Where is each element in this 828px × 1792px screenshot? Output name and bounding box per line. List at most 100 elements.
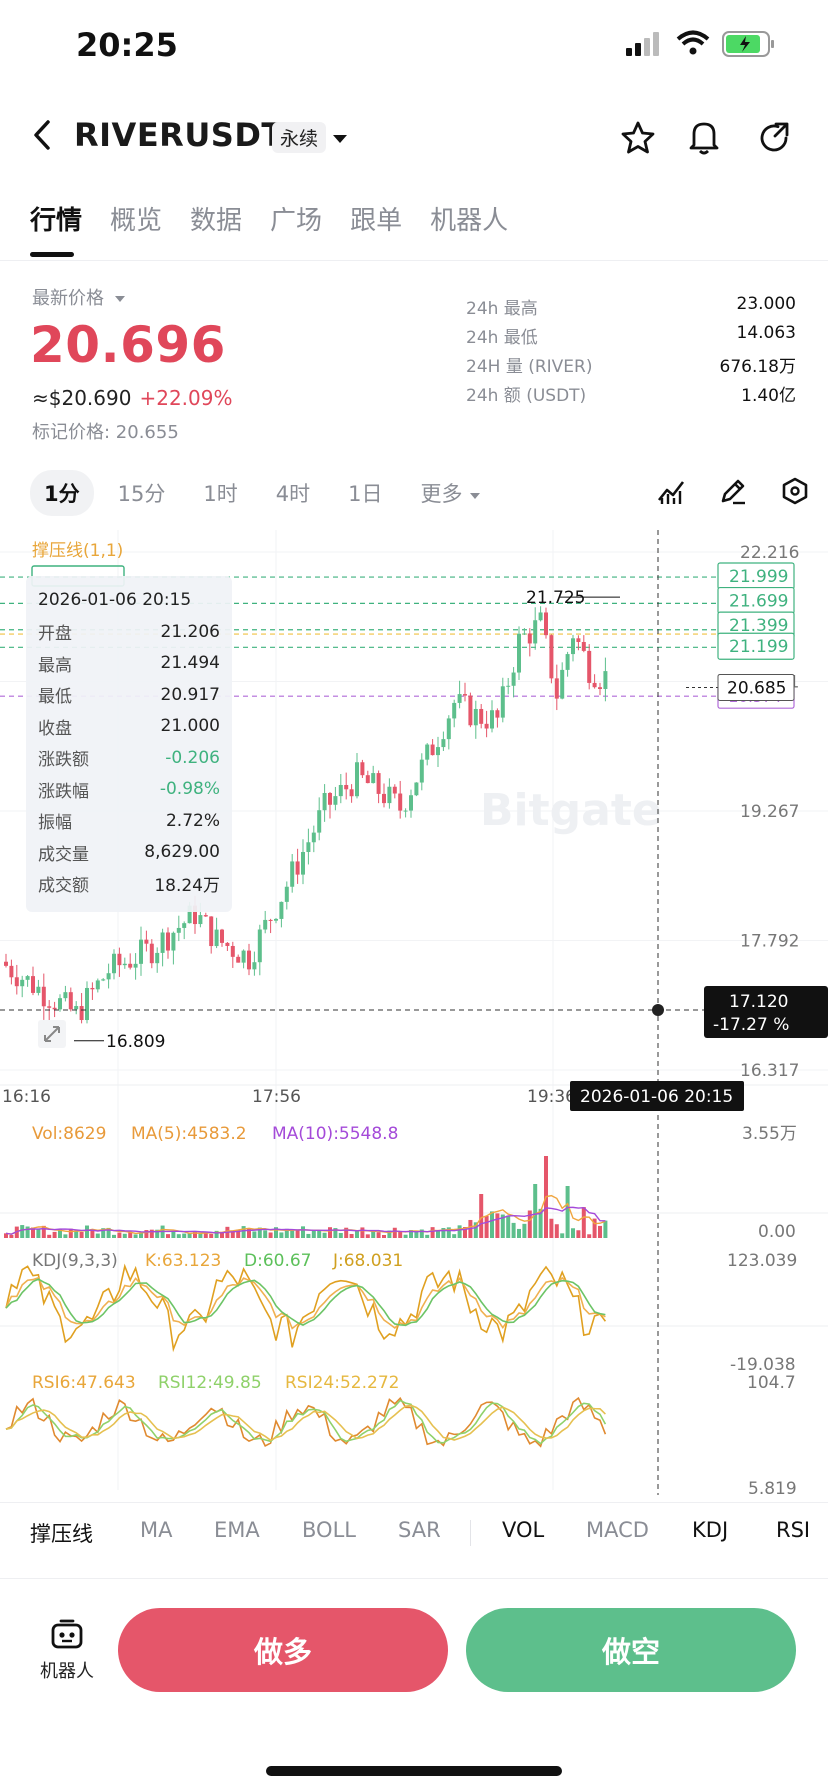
crosshair-dot [652,1004,664,1016]
candlestick-chart[interactable]: Bitgate 21.72516.80922.21620.74119.26717… [0,530,828,1520]
candle-body [257,929,262,963]
timeframe-1d[interactable]: 1日 [348,482,383,506]
timeframe-1m[interactable]: 1分 [30,470,94,516]
stat-value: 676.18万 [719,357,796,377]
candle-body [252,962,257,970]
candle-body [279,901,284,919]
candle-body [441,739,446,748]
crosshair-price: 17.120 [729,992,788,1012]
chart-tools [656,476,810,510]
tooltip-value: 2.72% [165,810,220,831]
volume-bar [290,1230,295,1238]
volume-bar [463,1227,467,1238]
volume-bar [376,1232,381,1238]
candle-body [133,963,138,968]
volume-bar [101,1228,106,1238]
volume-bar [203,1231,208,1238]
short-button[interactable]: 做空 [466,1608,796,1692]
tab-market[interactable]: 行情 [30,206,83,236]
volume-bar [392,1227,397,1238]
timeframe-15m[interactable]: 15分 [117,482,166,506]
volume-bar [52,1231,57,1238]
candle-body [403,810,408,812]
crosshair-price-box [704,986,828,1038]
robot-button[interactable]: 机器人 [34,1618,100,1683]
volume-bar [484,1215,489,1238]
ind-kdj[interactable]: KDJ [692,1518,729,1542]
tab-overview[interactable]: 概览 [110,206,163,236]
timeframe-1h[interactable]: 1时 [203,482,238,506]
tooltip-key: 振幅 [38,813,72,834]
volume-bar [533,1184,538,1238]
mark-price: 标记价格: 20.655 [32,422,179,443]
candle-body [274,918,278,921]
volume-bar [409,1230,413,1238]
candle-body [68,992,73,1010]
back-arrow-icon[interactable] [26,118,60,152]
candle-body [500,686,505,718]
ind-macd[interactable]: MACD [586,1518,649,1542]
home-indicator[interactable] [266,1766,562,1776]
candle-body [360,762,365,776]
ind-support-resistance[interactable]: 撑压线 [30,1522,93,1546]
candle-body [166,932,170,951]
last-price-label[interactable]: 最新价格 [32,284,126,310]
candle-body [538,612,543,621]
timeframe-more[interactable]: 更多 [406,470,495,516]
volume-bar [349,1233,354,1238]
candle-body [20,979,25,987]
ind-vol[interactable]: VOL [502,1518,545,1542]
tooltip-value: 21.206 [160,621,220,642]
tab-square[interactable]: 广场 [270,206,323,236]
candle-body [419,759,424,783]
candle-body [25,976,30,980]
timeframe-4h[interactable]: 4时 [275,482,311,506]
tooltip-value: -0.98% [159,779,220,800]
rsi12-line [5,1399,607,1445]
volume-bar [68,1228,73,1238]
level-tag: 21.999 [729,567,788,587]
stat-key: 24h 最高 [466,299,538,319]
kdj-axis-bottom: -19.038 [730,1355,796,1375]
candle-body [263,919,268,930]
robot-label: 机器人 [40,1661,94,1682]
draw-pen-icon[interactable] [718,476,748,510]
tab-copy-trade[interactable]: 跟单 [350,206,403,236]
tab-data[interactable]: 数据 [190,206,243,236]
volume-bar [20,1225,25,1238]
candle-body [176,927,181,933]
long-button[interactable]: 做多 [118,1608,448,1692]
volume-bar [549,1218,554,1238]
volume-bar [25,1226,30,1238]
volume-bar [47,1234,52,1238]
volume-bar [112,1234,116,1238]
indicator-icon[interactable] [656,476,686,510]
ind-boll[interactable]: BOLL [302,1518,356,1542]
contract-type-badge[interactable]: 永续 [272,122,327,153]
ind-sar[interactable]: SAR [398,1518,441,1542]
bell-icon[interactable] [686,118,722,160]
symbol-title[interactable]: RIVERUSDT [74,116,284,154]
volume-bar [603,1220,608,1238]
share-icon[interactable] [756,120,792,160]
candle-body [52,1007,57,1010]
candle-body [85,987,89,1021]
volume-bar [241,1226,246,1238]
candle-body [490,710,494,729]
ind-ema[interactable]: EMA [214,1518,260,1542]
candle-body [576,638,581,643]
candle-body [139,939,143,964]
settings-hexagon-icon[interactable] [780,476,810,510]
candle-body [106,973,111,980]
tab-robot[interactable]: 机器人 [430,206,509,236]
candle-body [473,708,478,726]
volume-bar [252,1231,257,1238]
chevron-down-icon[interactable] [332,130,348,149]
sr-indicator-label: 撑压线(1,1) [32,541,123,561]
ind-ma[interactable]: MA [140,1518,173,1542]
candle-body [144,939,149,944]
star-icon[interactable] [620,120,656,160]
ind-rsi[interactable]: RSI [776,1518,811,1542]
candle-body [522,633,527,635]
volume-bar [263,1230,268,1238]
